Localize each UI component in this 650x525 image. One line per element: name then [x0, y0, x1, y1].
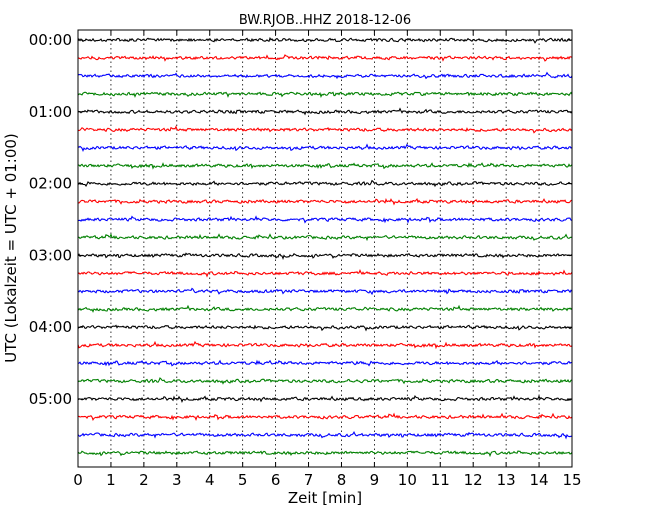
trace-13	[77, 268, 573, 278]
plot-frame	[77, 29, 573, 468]
x-tick-label: 0	[73, 471, 83, 489]
trace-17	[77, 340, 573, 350]
trace-2	[77, 71, 573, 80]
trace-14	[77, 287, 573, 296]
trace-21	[77, 412, 573, 422]
trace-20	[77, 394, 573, 403]
y-tick-label: 04:00	[29, 318, 72, 336]
x-tick-label: 2	[139, 471, 149, 489]
y-axis-label: UTC (Lokalzeit = UTC + 01:00)	[2, 133, 20, 363]
x-tick-label: 11	[431, 471, 450, 489]
trace-8	[77, 179, 573, 188]
y-tick-label: 00:00	[29, 31, 72, 49]
trace-3	[77, 91, 573, 98]
x-tick-label: 9	[370, 471, 380, 489]
x-tick-label: 8	[337, 471, 347, 489]
trace-23	[77, 450, 573, 458]
x-tick-label: 4	[205, 471, 215, 489]
x-tick-label: 7	[304, 471, 314, 489]
x-tick-label: 6	[271, 471, 281, 489]
y-tick-label: 03:00	[29, 246, 72, 264]
trace-19	[77, 377, 573, 385]
x-tick-label: 3	[172, 471, 182, 489]
x-tick-label: 5	[238, 471, 248, 489]
x-tick-label: 13	[497, 471, 516, 489]
trace-7	[77, 162, 573, 170]
trace-0	[77, 36, 573, 44]
x-tick-label: 15	[562, 471, 581, 489]
trace-5	[77, 125, 573, 134]
trace-22	[77, 430, 573, 440]
x-tick-label: 14	[530, 471, 549, 489]
y-tick-label: 02:00	[29, 175, 72, 193]
x-axis-label: Zeit [min]	[288, 489, 362, 507]
x-tick-label: 1	[106, 471, 116, 489]
chart-title: BW.RJOB..HHZ 2018-12-06	[239, 13, 411, 28]
trace-15	[77, 304, 573, 313]
trace-10	[77, 215, 573, 224]
trace-1	[77, 54, 573, 62]
trace-4	[77, 107, 573, 116]
trace-11	[77, 232, 573, 242]
trace-16	[77, 324, 573, 332]
trace-12	[77, 252, 573, 261]
y-tick-label: 01:00	[29, 103, 72, 121]
y-tick-label: 05:00	[29, 390, 72, 408]
grid-lines	[110, 30, 540, 467]
seismogram-traces	[77, 36, 573, 458]
trace-6	[77, 143, 573, 152]
y-axis: 00:00 01:00 02:00 03:00 04:00 05:00	[29, 31, 572, 408]
trace-9	[77, 197, 573, 206]
trace-18	[77, 359, 573, 367]
x-tick-label: 12	[464, 471, 483, 489]
x-axis: 0 1 2 3 4 5 6 7 8 9 10 11 12 13 14 15	[73, 30, 582, 489]
x-tick-label: 10	[398, 471, 417, 489]
